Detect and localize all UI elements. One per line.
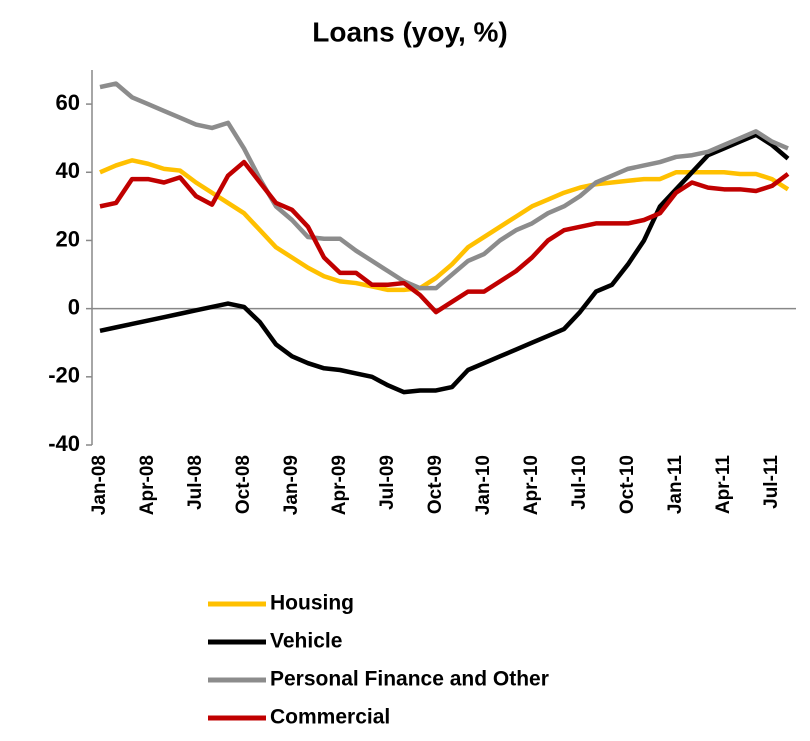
legend-label: Commercial [270,706,390,729]
x-tick-label: Apr-08 [137,455,158,515]
x-tick-label: Oct-08 [233,455,254,514]
y-tick-label: 60 [56,90,80,115]
series-line [99,81,789,291]
legend-label: Vehicle [270,630,342,653]
x-tick-label: Apr-09 [329,455,350,515]
series-line [99,132,790,395]
x-tick-label: Jan-08 [89,455,110,515]
x-tick-label: Apr-10 [521,455,542,515]
x-tick-label: Jul-09 [377,455,398,510]
x-tick-label: Jan-09 [281,455,302,515]
x-tick-label: Jan-10 [473,455,494,515]
x-tick-label: Jul-10 [569,455,590,510]
y-tick-label: 0 [68,294,80,319]
x-tick-label: Apr-11 [713,455,734,515]
x-tick-label: Jul-11 [761,455,782,509]
x-tick-label: Jul-08 [185,455,206,510]
y-tick-label: 40 [56,158,80,183]
x-tick-label: Oct-10 [617,455,638,514]
legend-label: Personal Finance and Other [270,668,549,691]
x-tick-label: Oct-09 [425,455,446,514]
x-tick-label: Jan-11 [665,455,686,515]
y-tick-label: 20 [56,226,80,251]
y-tick-label: -20 [48,363,80,388]
legend-label: Housing [270,592,354,615]
series-line [99,159,790,315]
y-tick-label: -40 [48,431,80,456]
series-line [99,158,790,293]
chart-title: Loans (yoy, %) [312,16,508,47]
